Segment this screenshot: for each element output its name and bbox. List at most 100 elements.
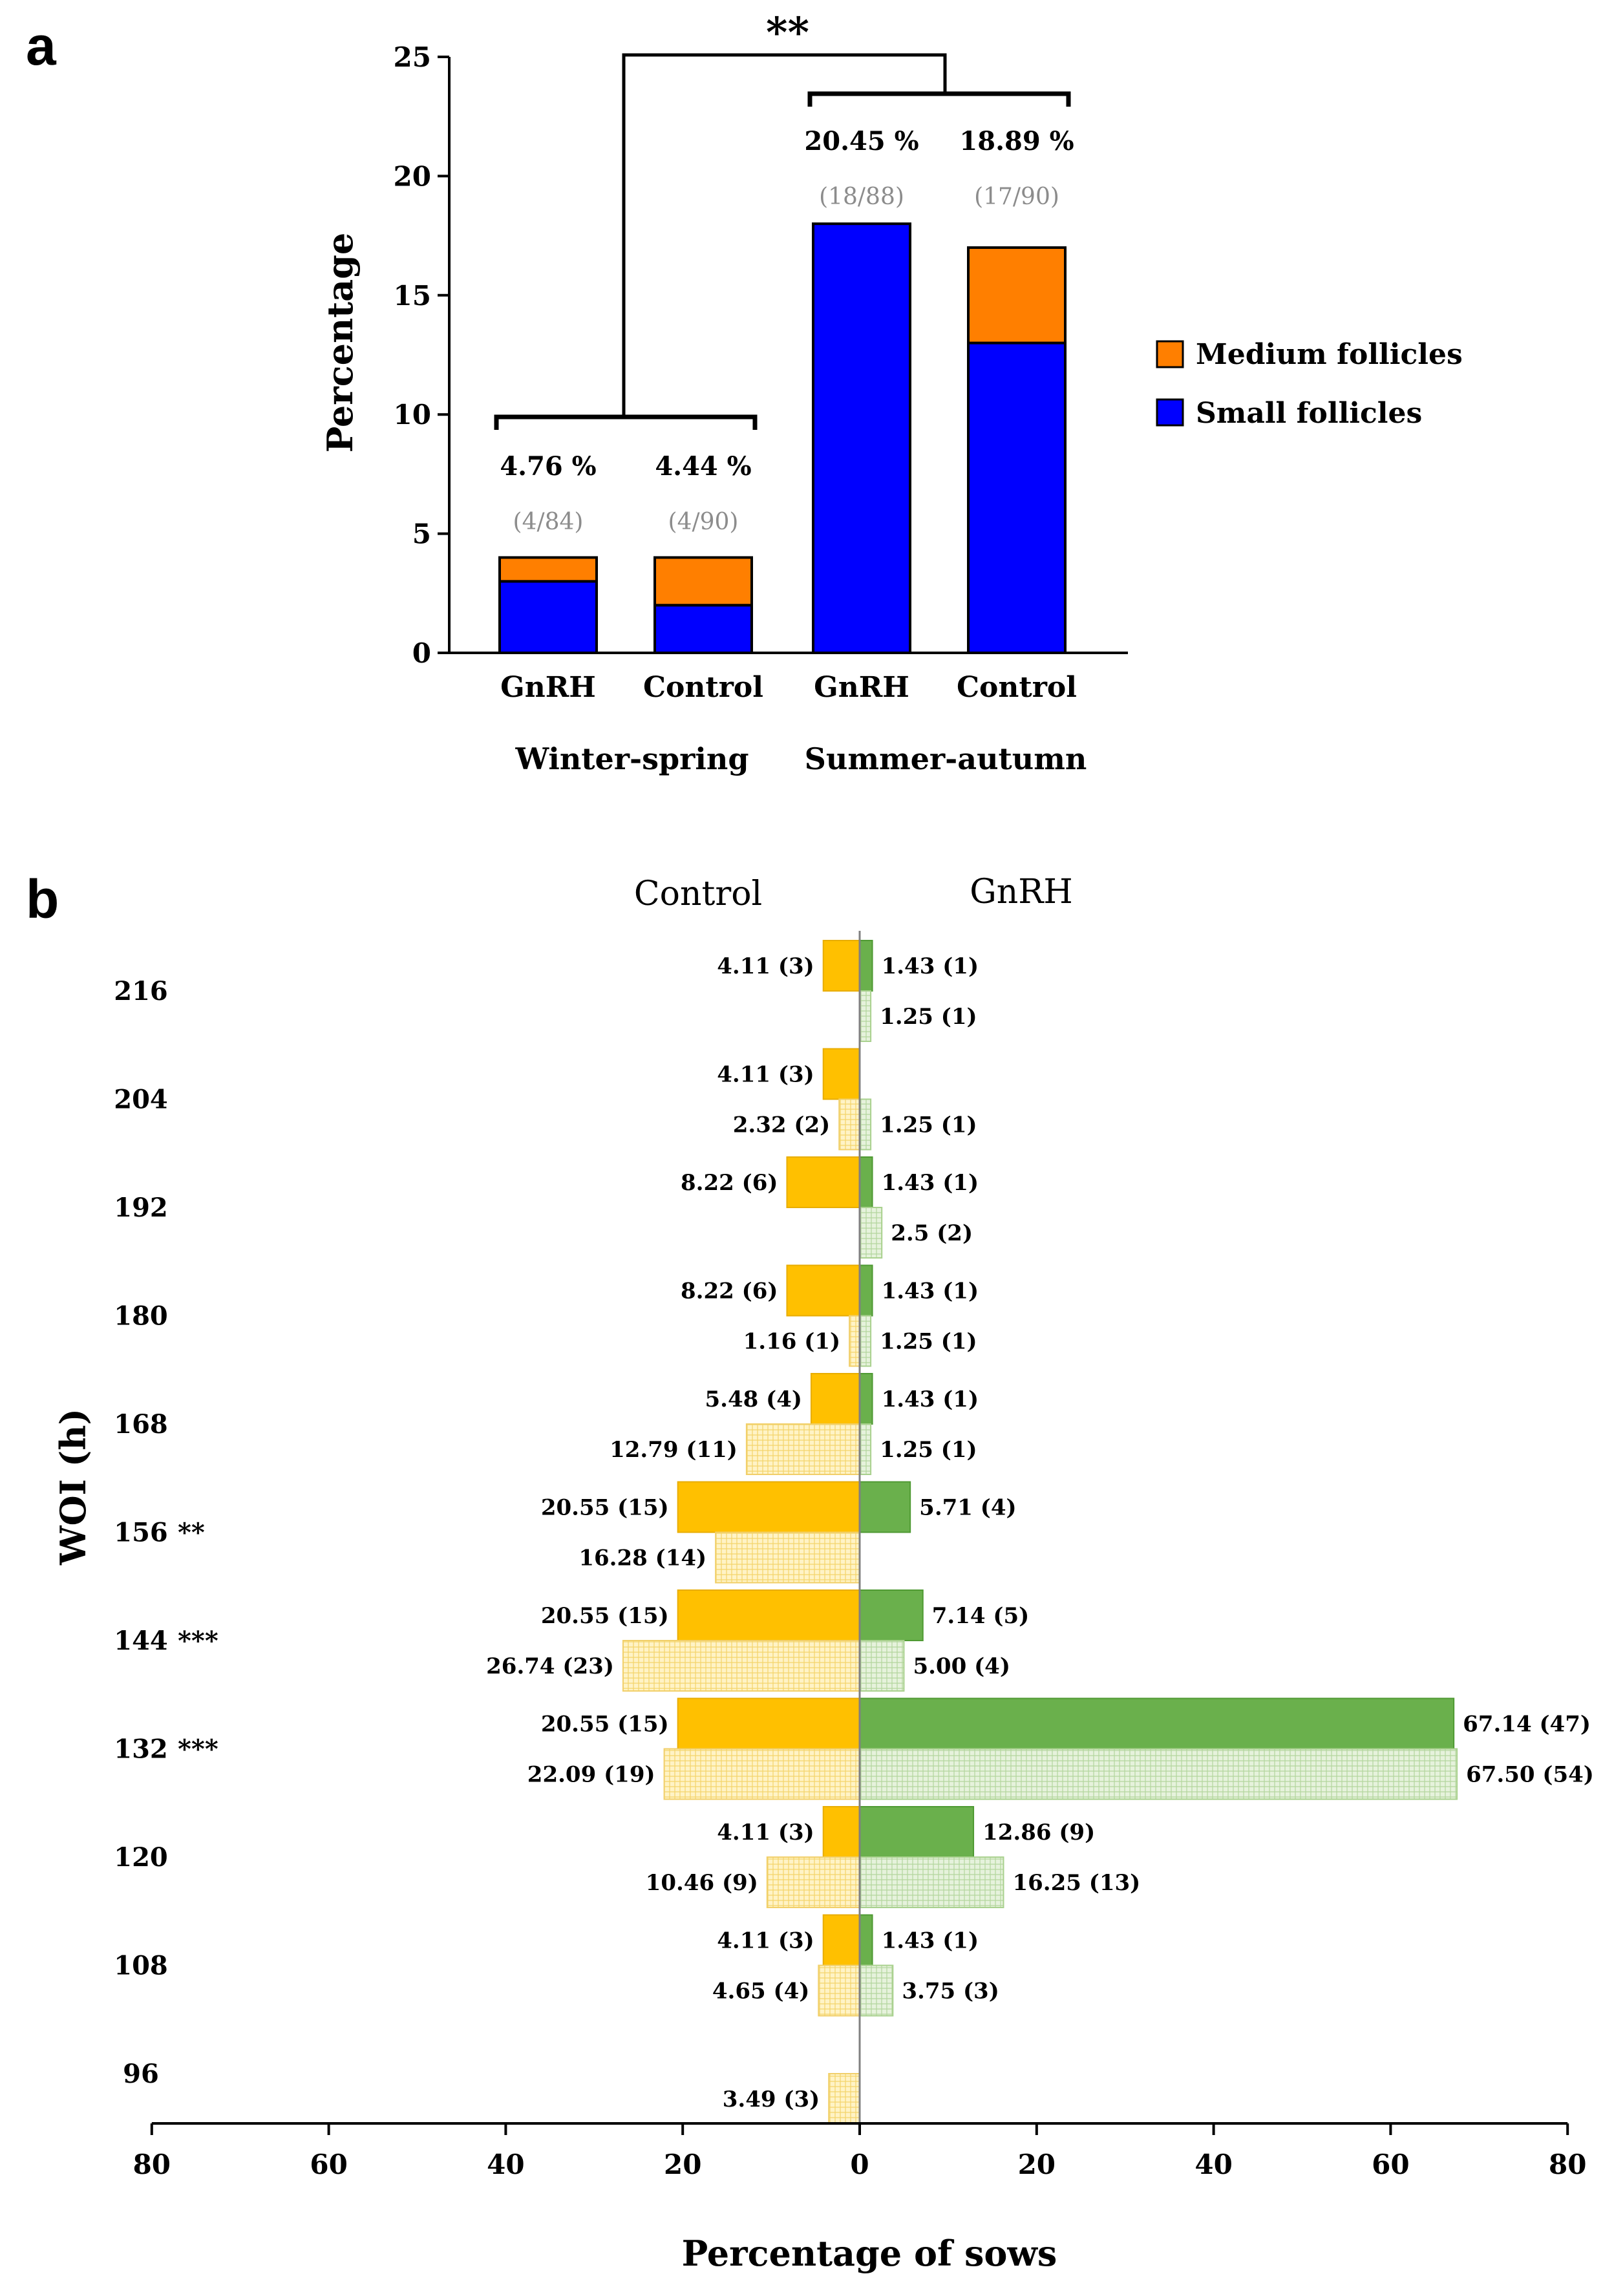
panel-b-control-title: Control [634, 875, 762, 913]
bar-gnrh-hatched-108 [859, 1964, 894, 2017]
panel-b-y-axis-title: WOI (h) [52, 1408, 94, 1566]
fraction-label: (17/90) [974, 184, 1059, 210]
bar-control-hatched-132 [663, 1748, 860, 1800]
bar-small-follicles-control-2 [653, 604, 753, 654]
bar-gnrh-hatched-204 [859, 1098, 872, 1151]
label-control-120: 10.46 (9) [646, 1870, 758, 1896]
bar-control-hatched-96 [828, 2073, 861, 2125]
label-gnrh-156: 5.71 (4) [919, 1495, 1016, 1521]
bar-control-solid-216 [822, 940, 861, 992]
panel-a-category-labels: GnRH Control GnRH Control [500, 671, 1077, 704]
bar-control-solid-120 [822, 1806, 861, 1858]
group-label-summer-autumn: Summer-autumn [805, 741, 1087, 776]
label-control-216: 4.11 (3) [717, 953, 814, 979]
panel-b-label: b [26, 869, 59, 930]
label-control-156: 20.55 (15) [541, 1495, 669, 1521]
bar-control-hatched-120 [766, 1856, 861, 1908]
percent-label: 4.44 % [655, 451, 751, 482]
panel-b-x-axis-title: Percentage of sows [682, 2233, 1057, 2274]
label-gnrh-120: 12.86 (9) [982, 1820, 1095, 1845]
label-control-144: 26.74 (23) [486, 1653, 614, 1679]
bar-gnrh-solid-108 [859, 1914, 873, 1966]
bar-control-solid-192 [786, 1156, 860, 1208]
panel-b-x-tick-label: 40 [487, 2149, 524, 2180]
bar-gnrh-solid-180 [859, 1264, 873, 1317]
significance-marker: ** [766, 8, 809, 57]
woi-label-132: 132 [114, 1734, 168, 1765]
legend-label-medium: Medium follicles [1196, 338, 1463, 371]
panel-a-y-tick-label: 5 [412, 518, 431, 550]
bar-control-hatched-180 [849, 1315, 861, 1367]
panel-b-x-tick-label: 0 [850, 2149, 869, 2180]
panel-b-gnrh-title: GnRH [970, 873, 1073, 911]
bar-gnrh-hatched-120 [859, 1856, 1004, 1908]
bar-control-solid-180 [786, 1264, 860, 1317]
bar-gnrh-solid-192 [859, 1156, 873, 1208]
label-control-204: 2.32 (2) [733, 1112, 830, 1138]
bar-control-hatched-204 [838, 1098, 861, 1151]
label-gnrh-216: 1.25 (1) [880, 1004, 977, 1030]
bar-medium-follicles-control-2 [653, 556, 753, 607]
category-label-control: Control [957, 671, 1077, 704]
label-gnrh-132: 67.50 (54) [1466, 1762, 1594, 1788]
label-control-192: 8.22 (6) [681, 1170, 778, 1196]
woi-label-108: 108 [114, 1951, 168, 1981]
panel-b-x-ticks: 80 60 40 20 0 20 40 60 80 [133, 2123, 1586, 2180]
panel-a-y-ticks: 0 5 10 15 20 25 [394, 41, 449, 669]
bar-control-solid-168 [810, 1373, 860, 1425]
fraction-label: (4/84) [513, 509, 584, 535]
panel-a-y-axis-title: Percentage [319, 233, 361, 453]
panel-a-y-tick-label: 25 [394, 41, 431, 73]
bar-control-hatched-156 [715, 1531, 861, 1584]
label-control-168: 12.79 (11) [610, 1437, 738, 1463]
bar-gnrh-hatched-168 [859, 1423, 872, 1475]
legend-swatch-medium [1156, 340, 1184, 368]
woi-label-96: 96 [123, 2059, 159, 2089]
panel-a-y-tick-label: 10 [394, 399, 431, 430]
bar-gnrh-solid-168 [859, 1373, 873, 1425]
bar-gnrh-solid-144 [859, 1589, 924, 1641]
label-control-132: 20.55 (15) [541, 1712, 669, 1738]
label-gnrh-204: 1.25 (1) [880, 1112, 977, 1138]
panel-a-label: a [26, 16, 57, 76]
label-control-204: 4.11 (3) [717, 1062, 814, 1088]
bar-gnrh-hatched-180 [859, 1315, 872, 1367]
bar-gnrh-hatched-132 [859, 1748, 1458, 1800]
bar-medium-follicles-control-4 [967, 246, 1067, 345]
label-control-120: 4.11 (3) [717, 1820, 814, 1845]
percent-label: 18.89 % [959, 126, 1074, 156]
bar-control-hatched-108 [818, 1964, 861, 2017]
bar-control-hatched-168 [745, 1423, 860, 1475]
bar-gnrh-hatched-144 [859, 1640, 905, 1692]
bar-gnrh-hatched-216 [859, 990, 872, 1042]
bar-gnrh-solid-156 [859, 1481, 911, 1533]
label-control-96: 3.49 (3) [723, 2087, 820, 2112]
percent-label: 4.76 % [500, 451, 596, 482]
label-gnrh-180: 1.25 (1) [880, 1329, 977, 1355]
bar-control-solid-144 [677, 1589, 861, 1641]
panel-b-x-tick-label: 20 [1018, 2149, 1056, 2180]
label-gnrh-180: 1.43 (1) [882, 1279, 979, 1304]
woi-label-180: 180 [114, 1301, 168, 1332]
label-gnrh-144: 5.00 (4) [913, 1653, 1010, 1679]
bar-small-follicles-gnrh-3 [812, 222, 911, 655]
group-label-winter-spring: Winter-spring [515, 741, 749, 776]
panel-b-x-tick-label: 80 [1549, 2149, 1586, 2180]
bar-small-follicles-control-4 [967, 341, 1067, 654]
label-gnrh-192: 2.5 (2) [891, 1220, 973, 1246]
panel-a-y-tick-label: 15 [394, 280, 431, 312]
label-control-168: 5.48 (4) [705, 1387, 802, 1412]
bar-control-solid-156 [677, 1481, 861, 1533]
bracket-summer-autumn [807, 91, 1071, 107]
panel-b-x-tick-label: 40 [1195, 2149, 1232, 2180]
woi-label-168: 168 [114, 1409, 168, 1440]
panel-b-bars: 4.11 (3) 1.43 (1) 1.25 (1) 4.11 (3) 2.32 (2)… [486, 940, 1594, 2125]
panel-a-y-tick-label: 0 [412, 637, 431, 669]
legend-swatch-small [1156, 398, 1184, 427]
panel-b-x-tick-label: 60 [1372, 2149, 1409, 2180]
significance-156: ** [178, 1518, 205, 1548]
label-control-156: 16.28 (14) [579, 1546, 706, 1571]
fraction-label: (18/88) [819, 184, 904, 210]
woi-label-216: 216 [114, 976, 168, 1006]
